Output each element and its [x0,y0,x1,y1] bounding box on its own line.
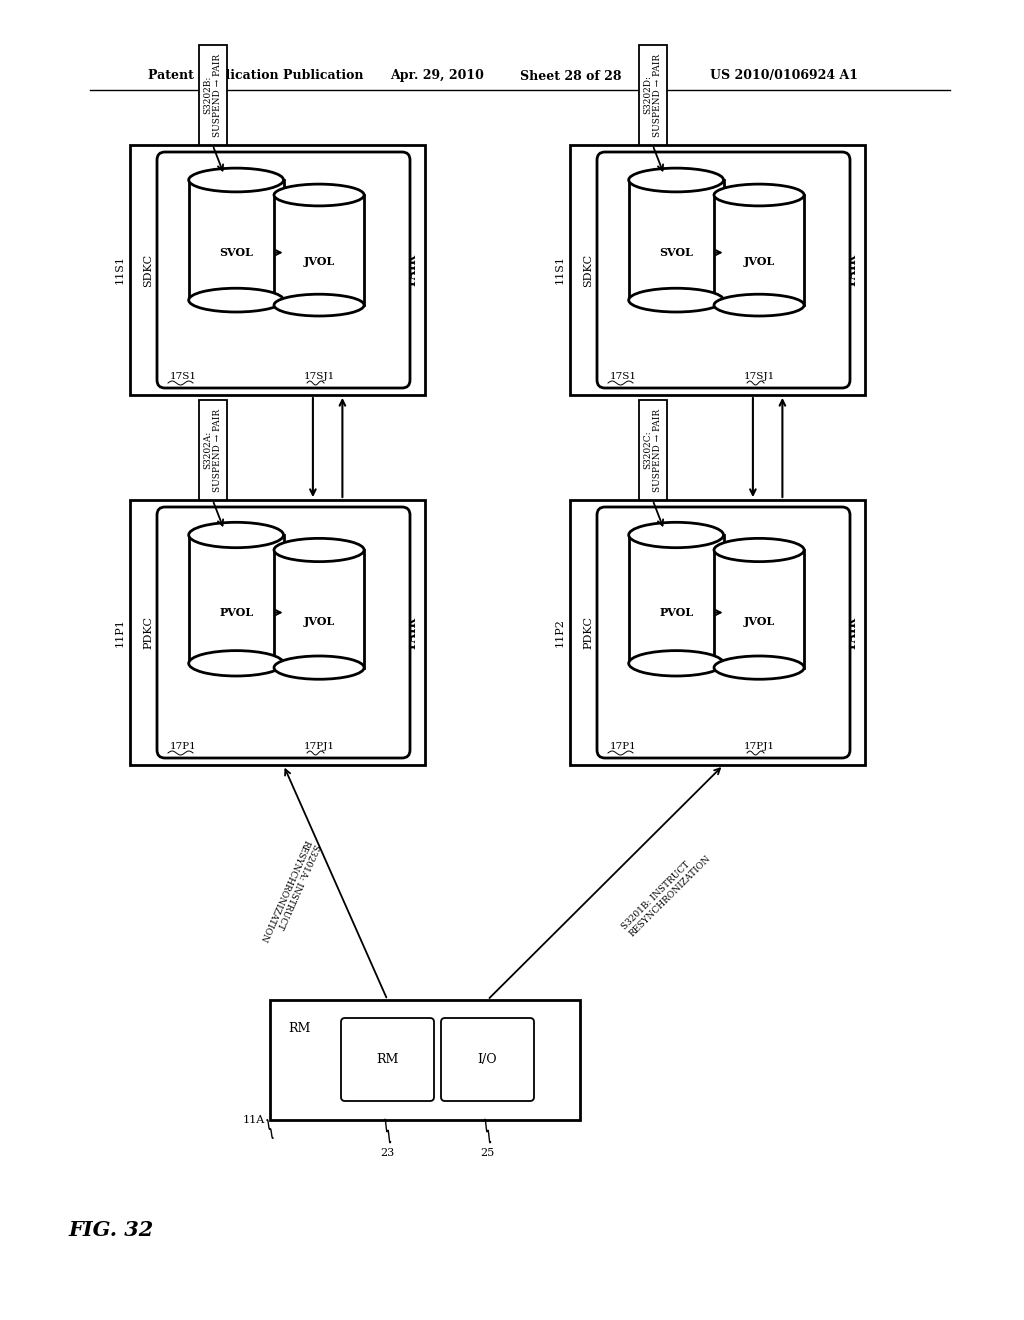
Bar [714,195,804,305]
Ellipse shape [714,656,804,680]
Text: 23: 23 [380,1148,394,1158]
Text: JVOL: JVOL [743,615,775,627]
FancyBboxPatch shape [157,507,410,758]
Bar [199,45,226,145]
Bar [629,180,724,300]
FancyBboxPatch shape [597,507,850,758]
Bar [130,500,425,766]
Text: 11S1: 11S1 [115,256,125,285]
Bar [188,535,284,664]
Bar [274,195,365,305]
Ellipse shape [714,539,804,561]
FancyBboxPatch shape [441,1018,534,1101]
Bar [714,550,804,668]
Ellipse shape [188,288,284,312]
Text: PDKC: PDKC [143,616,153,649]
Text: Apr. 29, 2010: Apr. 29, 2010 [390,70,484,82]
Text: SVOL: SVOL [659,247,693,259]
Ellipse shape [274,656,365,680]
Text: 11S1: 11S1 [555,256,565,285]
Text: PAIR: PAIR [406,253,419,286]
Ellipse shape [629,651,724,676]
Text: 17P1: 17P1 [170,742,197,751]
Text: 11A: 11A [243,1115,265,1125]
Text: JVOL: JVOL [303,256,335,267]
Text: 25: 25 [480,1148,495,1158]
Ellipse shape [714,183,804,206]
Ellipse shape [629,523,724,548]
Bar [274,550,365,668]
Text: SVOL: SVOL [219,247,253,259]
Text: PDKC: PDKC [583,616,593,649]
Text: 17S1: 17S1 [610,372,637,381]
Ellipse shape [188,651,284,676]
Text: JVOL: JVOL [743,256,775,267]
Text: S3202D:
SUSPEND → PAIR: S3202D: SUSPEND → PAIR [643,53,663,136]
FancyBboxPatch shape [157,152,410,388]
Ellipse shape [188,523,284,548]
Bar [130,145,425,395]
Ellipse shape [274,539,365,561]
Bar [629,535,724,664]
Text: RM: RM [376,1053,398,1067]
Text: S3202C:
SUSPEND → PAIR: S3202C: SUSPEND → PAIR [643,408,663,491]
Bar [188,180,284,300]
Text: PAIR: PAIR [846,253,858,286]
Text: Sheet 28 of 28: Sheet 28 of 28 [520,70,622,82]
FancyBboxPatch shape [597,152,850,388]
Text: SDKC: SDKC [583,253,593,286]
Text: S3202A:
SUSPEND → PAIR: S3202A: SUSPEND → PAIR [203,408,222,491]
Ellipse shape [714,294,804,315]
Text: Patent Application Publication: Patent Application Publication [148,70,364,82]
Text: S3201A: INSTRUCT
RESYNCHRONIZATION: S3201A: INSTRUCT RESYNCHRONIZATION [258,838,321,948]
Text: FIG. 32: FIG. 32 [68,1220,154,1239]
Ellipse shape [629,288,724,312]
Text: PAIR: PAIR [406,616,419,648]
Ellipse shape [188,168,284,191]
Text: 17P1: 17P1 [610,742,637,751]
FancyBboxPatch shape [341,1018,434,1101]
Bar [199,400,226,500]
Text: PAIR: PAIR [846,616,858,648]
Text: S3202B:
SUSPEND → PAIR: S3202B: SUSPEND → PAIR [203,53,222,136]
Text: JVOL: JVOL [303,615,335,627]
Text: PVOL: PVOL [219,607,253,618]
Text: 17SJ1: 17SJ1 [743,372,775,381]
Text: 17PJ1: 17PJ1 [743,742,774,751]
Bar [570,145,865,395]
Text: 11P1: 11P1 [115,618,125,647]
Bar [639,45,667,145]
Ellipse shape [274,294,365,315]
Bar [270,1001,580,1119]
Text: I/O: I/O [477,1053,498,1067]
Bar [639,400,667,500]
Text: US 2010/0106924 A1: US 2010/0106924 A1 [710,70,858,82]
Text: S3201B: INSTRUCT
RESYNCHRONIZATION: S3201B: INSTRUCT RESYNCHRONIZATION [621,846,713,939]
Text: 17SJ1: 17SJ1 [303,372,335,381]
Ellipse shape [629,168,724,191]
Text: 17S1: 17S1 [170,372,197,381]
Text: PVOL: PVOL [659,607,693,618]
Text: SDKC: SDKC [143,253,153,286]
Text: 11P2: 11P2 [555,618,565,647]
Bar [570,500,865,766]
Text: 17PJ1: 17PJ1 [303,742,335,751]
Text: RM: RM [288,1022,310,1035]
Ellipse shape [274,183,365,206]
